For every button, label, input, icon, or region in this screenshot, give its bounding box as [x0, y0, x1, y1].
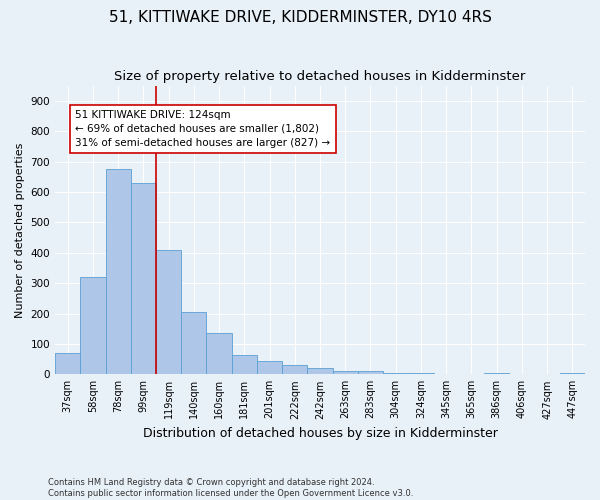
X-axis label: Distribution of detached houses by size in Kidderminster: Distribution of detached houses by size … — [143, 427, 497, 440]
Bar — [55, 353, 80, 374]
Bar — [307, 368, 332, 374]
Bar — [409, 373, 434, 374]
Text: Contains HM Land Registry data © Crown copyright and database right 2024.
Contai: Contains HM Land Registry data © Crown c… — [48, 478, 413, 498]
Bar — [181, 312, 206, 374]
Y-axis label: Number of detached properties: Number of detached properties — [15, 142, 25, 318]
Bar — [106, 169, 131, 374]
Bar — [156, 250, 181, 374]
Text: 51 KITTIWAKE DRIVE: 124sqm
← 69% of detached houses are smaller (1,802)
31% of s: 51 KITTIWAKE DRIVE: 124sqm ← 69% of deta… — [75, 110, 331, 148]
Bar — [282, 365, 307, 374]
Bar — [560, 373, 585, 374]
Title: Size of property relative to detached houses in Kidderminster: Size of property relative to detached ho… — [115, 70, 526, 83]
Bar — [484, 373, 509, 374]
Bar — [131, 183, 156, 374]
Text: 51, KITTIWAKE DRIVE, KIDDERMINSTER, DY10 4RS: 51, KITTIWAKE DRIVE, KIDDERMINSTER, DY10… — [109, 10, 491, 25]
Bar — [206, 334, 232, 374]
Bar — [358, 372, 383, 374]
Bar — [232, 354, 257, 374]
Bar — [257, 360, 282, 374]
Bar — [332, 372, 358, 374]
Bar — [80, 277, 106, 374]
Bar — [383, 373, 409, 374]
